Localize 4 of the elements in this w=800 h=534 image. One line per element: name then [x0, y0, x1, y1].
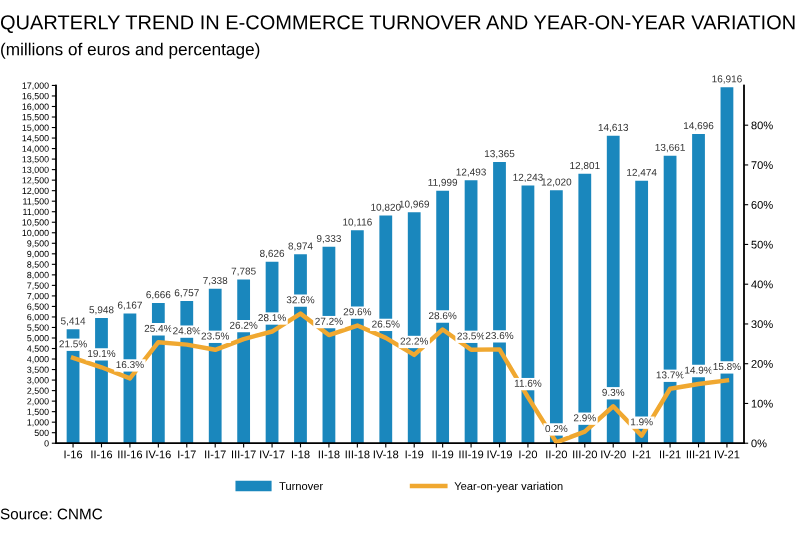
bar	[578, 173, 592, 444]
chart-subtitle: (millions of euros and percentage)	[1, 42, 260, 59]
chart-title: QUARTERLY TREND IN E-COMMERCE TURNOVER AND YEAR-ON-YEAR VARIATION	[0, 15, 795, 33]
bar	[635, 180, 649, 444]
